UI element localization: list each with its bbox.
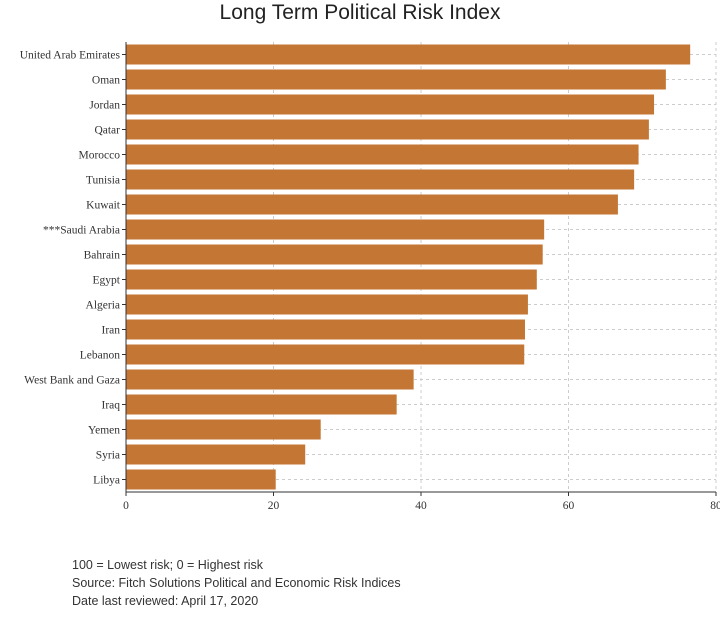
x-tick-label: 20 (268, 500, 280, 512)
x-tick-label: 40 (415, 500, 427, 512)
bar (126, 294, 528, 315)
y-tick-label: United Arab Emirates (20, 50, 121, 62)
date-reviewed-note: Date last reviewed: April 17, 2020 (72, 594, 259, 608)
y-tick-label: Egypt (93, 275, 121, 287)
y-tick-label: Tunisia (86, 175, 120, 187)
bar (126, 319, 525, 340)
bar (126, 219, 545, 240)
bar (126, 194, 618, 215)
bar (126, 444, 306, 465)
x-tick-label: 0 (123, 500, 129, 512)
x-tick-label: 80 (710, 500, 720, 512)
bar (126, 269, 537, 290)
bar (126, 344, 525, 365)
y-tick-label: Lebanon (80, 350, 120, 362)
risk-scale-note: 100 = Lowest risk; 0 = Highest risk (72, 558, 264, 572)
bar (126, 144, 639, 165)
y-tick-label: Libya (93, 475, 120, 487)
y-tick-label: Algeria (86, 300, 120, 312)
bar (126, 394, 397, 415)
y-tick-label: ***Saudi Arabia (43, 225, 120, 237)
bar (126, 369, 414, 390)
y-tick-label: Iran (101, 325, 120, 337)
y-tick-label: Syria (96, 450, 120, 462)
y-tick-label: Jordan (89, 100, 120, 112)
x-tick-label: 60 (563, 500, 575, 512)
bar (126, 419, 321, 440)
y-tick-label: Oman (92, 75, 120, 87)
chart-notes: 100 = Lowest risk; 0 = Highest risk Sour… (72, 556, 401, 610)
y-tick-label: Yemen (88, 425, 120, 437)
y-tick-label: Morocco (78, 150, 120, 162)
bar (126, 69, 666, 90)
bar (126, 169, 635, 190)
y-tick-label: Kuwait (86, 200, 121, 212)
bar (126, 94, 655, 115)
bar (126, 469, 276, 490)
source-note: Source: Fitch Solutions Political and Ec… (72, 576, 401, 590)
y-tick-label: Iraq (101, 400, 120, 412)
bar (126, 119, 649, 140)
bar (126, 244, 543, 265)
y-tick-label: West Bank and Gaza (24, 375, 120, 387)
bar (126, 44, 691, 65)
y-tick-label: Bahrain (84, 250, 121, 262)
y-tick-label: Qatar (94, 125, 120, 137)
chart-title: Long Term Political Risk Index (219, 1, 501, 24)
